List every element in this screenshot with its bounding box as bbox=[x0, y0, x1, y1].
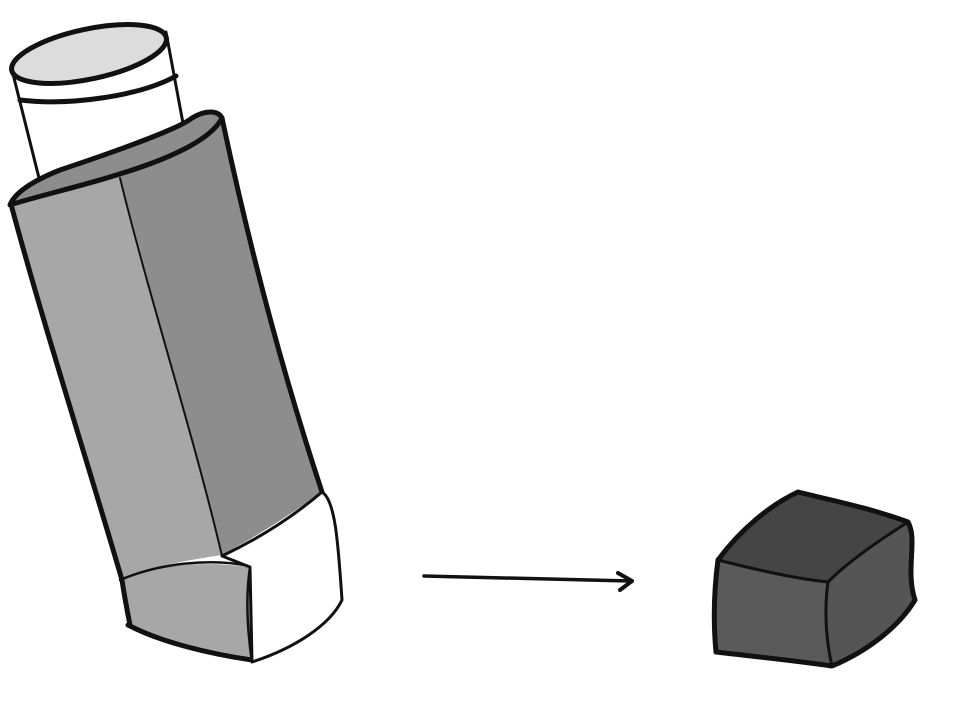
mouthpiece-cap-icon bbox=[711, 489, 918, 669]
inhaler-body-icon bbox=[7, 109, 325, 663]
canister-icon bbox=[9, 22, 190, 192]
mouthpiece-face bbox=[220, 490, 344, 664]
cap-outline bbox=[711, 489, 918, 669]
body-left-edge bbox=[9, 205, 133, 628]
body-top-rim bbox=[7, 109, 225, 208]
cap-front-face bbox=[714, 560, 832, 666]
mouthpiece-rim bbox=[246, 565, 254, 664]
cap-front-top-edge bbox=[716, 558, 830, 584]
cap-front-right-edge bbox=[824, 580, 834, 668]
canister-top bbox=[9, 22, 169, 86]
cap-top-right-edge bbox=[826, 520, 910, 584]
arrow-head bbox=[616, 571, 634, 592]
body-center-edge bbox=[119, 177, 223, 557]
body-right-edge bbox=[219, 115, 325, 495]
arrow-shaft bbox=[422, 574, 632, 583]
cap-right-face bbox=[825, 522, 915, 666]
body-right-face bbox=[120, 118, 322, 555]
body-left-face bbox=[12, 176, 222, 580]
arrow-icon bbox=[422, 571, 634, 592]
mouthpiece-icon bbox=[220, 490, 344, 664]
body-bottom-arc bbox=[118, 561, 252, 582]
canister-band bbox=[17, 73, 179, 105]
body-bottom-edge bbox=[125, 622, 255, 663]
